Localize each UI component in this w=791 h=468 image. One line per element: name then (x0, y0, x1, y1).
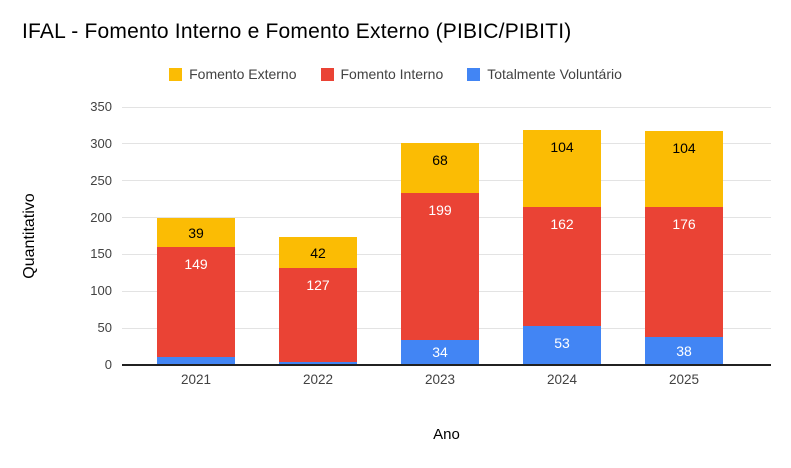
legend-swatch-blue-icon (467, 67, 481, 81)
bar-value-label: 68 (432, 152, 448, 169)
bar-segment-2022[interactable]: 127 (279, 268, 357, 363)
bar-segment-2025[interactable]: 38 (645, 336, 723, 365)
legend-label: Totalmente Voluntário (487, 66, 622, 82)
bar-value-label: 199 (428, 202, 452, 219)
legend-item-totalmente-voluntario[interactable]: Totalmente Voluntário (467, 66, 622, 82)
bar-value-label: 53 (554, 334, 570, 351)
y-tick-label: 0 (104, 357, 112, 372)
bar-segment-2022[interactable]: 42 (279, 237, 357, 269)
chart-legend: Fomento Externo Fomento Interno Totalmen… (0, 66, 791, 82)
bar-segment-2021[interactable]: 39 (157, 218, 235, 248)
bar-segment-2021[interactable]: 149 (157, 247, 235, 357)
legend-label: Fomento Externo (189, 66, 297, 82)
bar-segment-2023[interactable]: 68 (401, 143, 479, 194)
legend-item-fomento-interno[interactable]: Fomento Interno (320, 66, 444, 82)
x-tick-label: 2021 (180, 372, 212, 387)
bar-segment-2023[interactable]: 34 (401, 339, 479, 365)
bar-value-label: 39 (188, 224, 204, 241)
y-tick-label: 300 (90, 135, 112, 151)
y-tick-label: 350 (90, 99, 112, 114)
bar-segment-2023[interactable]: 199 (401, 193, 479, 340)
bar-segment-2025[interactable]: 176 (645, 207, 723, 337)
bar-segment-2025[interactable]: 104 (645, 130, 723, 208)
bar-value-label: 104 (672, 139, 696, 156)
bar-value-label: 127 (306, 277, 330, 294)
x-tick-label: 2022 (302, 372, 334, 387)
x-tick-label: 2025 (668, 372, 700, 387)
bar-value-label: 34 (432, 344, 448, 361)
x-axis-title: Ano (433, 426, 460, 443)
legend-swatch-yellow-icon (169, 67, 183, 81)
legend-swatch-red-icon (320, 67, 334, 81)
y-tick-label: 100 (90, 283, 112, 299)
bar-segment-2024[interactable]: 53 (523, 325, 601, 365)
legend-label: Fomento Interno (340, 66, 444, 82)
x-tick-label: 2023 (424, 372, 456, 387)
bar-segment-2021[interactable] (157, 356, 235, 365)
y-tick-label: 200 (90, 209, 112, 225)
y-tick-label: 50 (97, 320, 112, 336)
bar-value-label: 42 (310, 244, 326, 261)
bar-segment-2022[interactable] (279, 362, 357, 365)
gridline (122, 106, 771, 108)
y-tick-label: 150 (90, 246, 112, 262)
x-axis-baseline (122, 364, 771, 366)
x-tick-label: 2024 (546, 372, 578, 387)
bar-segment-2024[interactable]: 104 (523, 129, 601, 207)
bar-value-label: 176 (672, 216, 696, 233)
bar-value-label: 104 (550, 138, 574, 155)
y-axis-title: Quantitativo (21, 193, 38, 279)
y-tick-label: 250 (90, 172, 112, 188)
legend-item-fomento-externo[interactable]: Fomento Externo (169, 66, 297, 82)
bar-value-label: 38 (676, 342, 692, 359)
bar-value-label: 162 (550, 215, 574, 232)
bar-segment-2024[interactable]: 162 (523, 206, 601, 326)
bar-value-label: 149 (184, 256, 208, 273)
chart-title: IFAL - Fomento Interno e Fomento Externo… (22, 20, 572, 43)
